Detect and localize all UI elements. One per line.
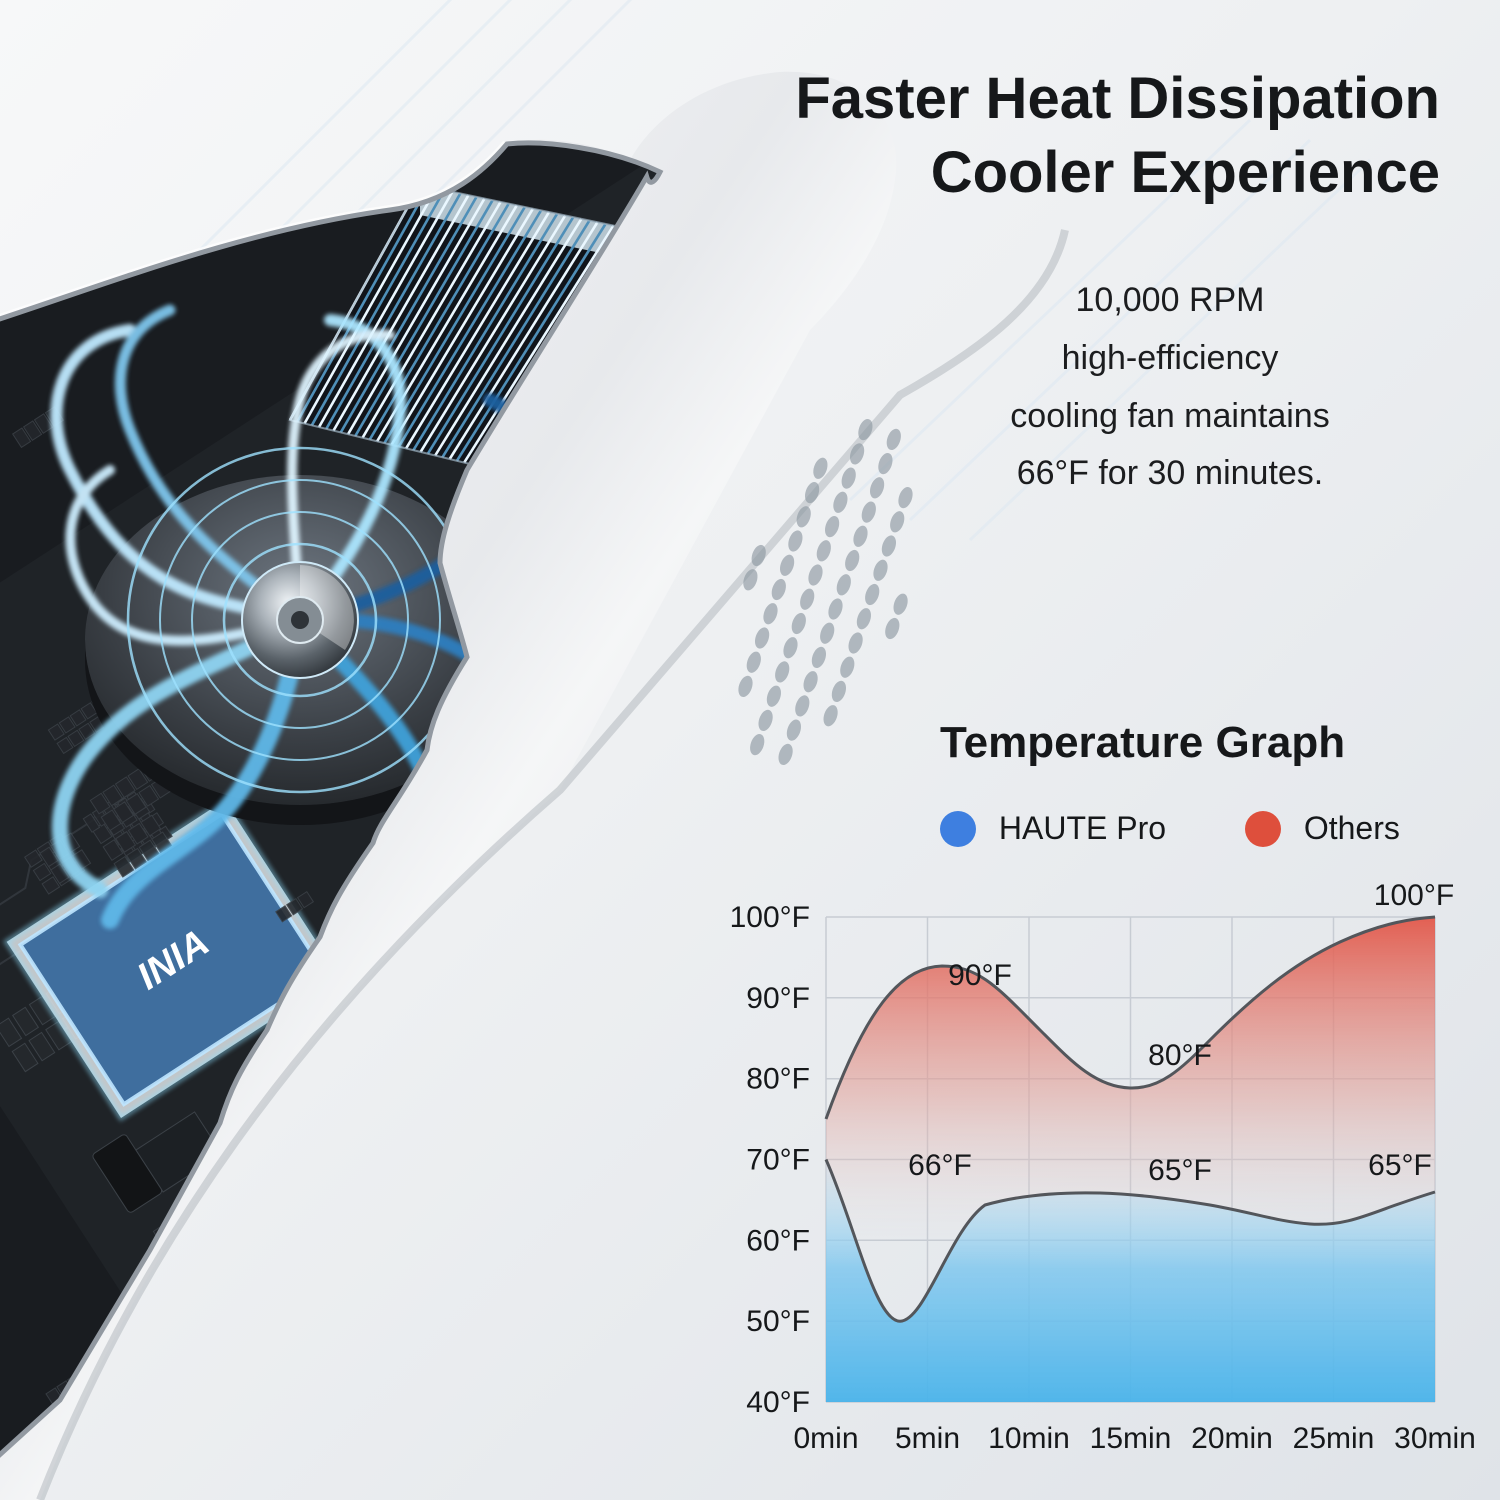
svg-text:100°F: 100°F [1374,879,1454,912]
svg-text:15min: 15min [1090,1422,1172,1455]
svg-text:100°F: 100°F [730,901,810,934]
svg-text:25min: 25min [1293,1422,1375,1455]
svg-text:66°F: 66°F [908,1149,972,1182]
svg-text:5min: 5min [895,1422,960,1455]
svg-text:50°F: 50°F [746,1305,810,1338]
svg-text:80°F: 80°F [1148,1039,1212,1072]
svg-text:30min: 30min [1394,1422,1476,1455]
svg-text:80°F: 80°F [746,1063,810,1096]
svg-text:65°F: 65°F [1148,1154,1212,1187]
svg-text:70°F: 70°F [746,1144,810,1177]
svg-text:90°F: 90°F [948,959,1012,992]
svg-text:40°F: 40°F [746,1386,810,1419]
svg-text:60°F: 60°F [746,1224,810,1257]
svg-text:0min: 0min [793,1422,858,1455]
svg-text:10min: 10min [988,1422,1070,1455]
svg-text:90°F: 90°F [746,982,810,1015]
svg-text:20min: 20min [1191,1422,1273,1455]
svg-text:65°F: 65°F [1368,1149,1432,1182]
